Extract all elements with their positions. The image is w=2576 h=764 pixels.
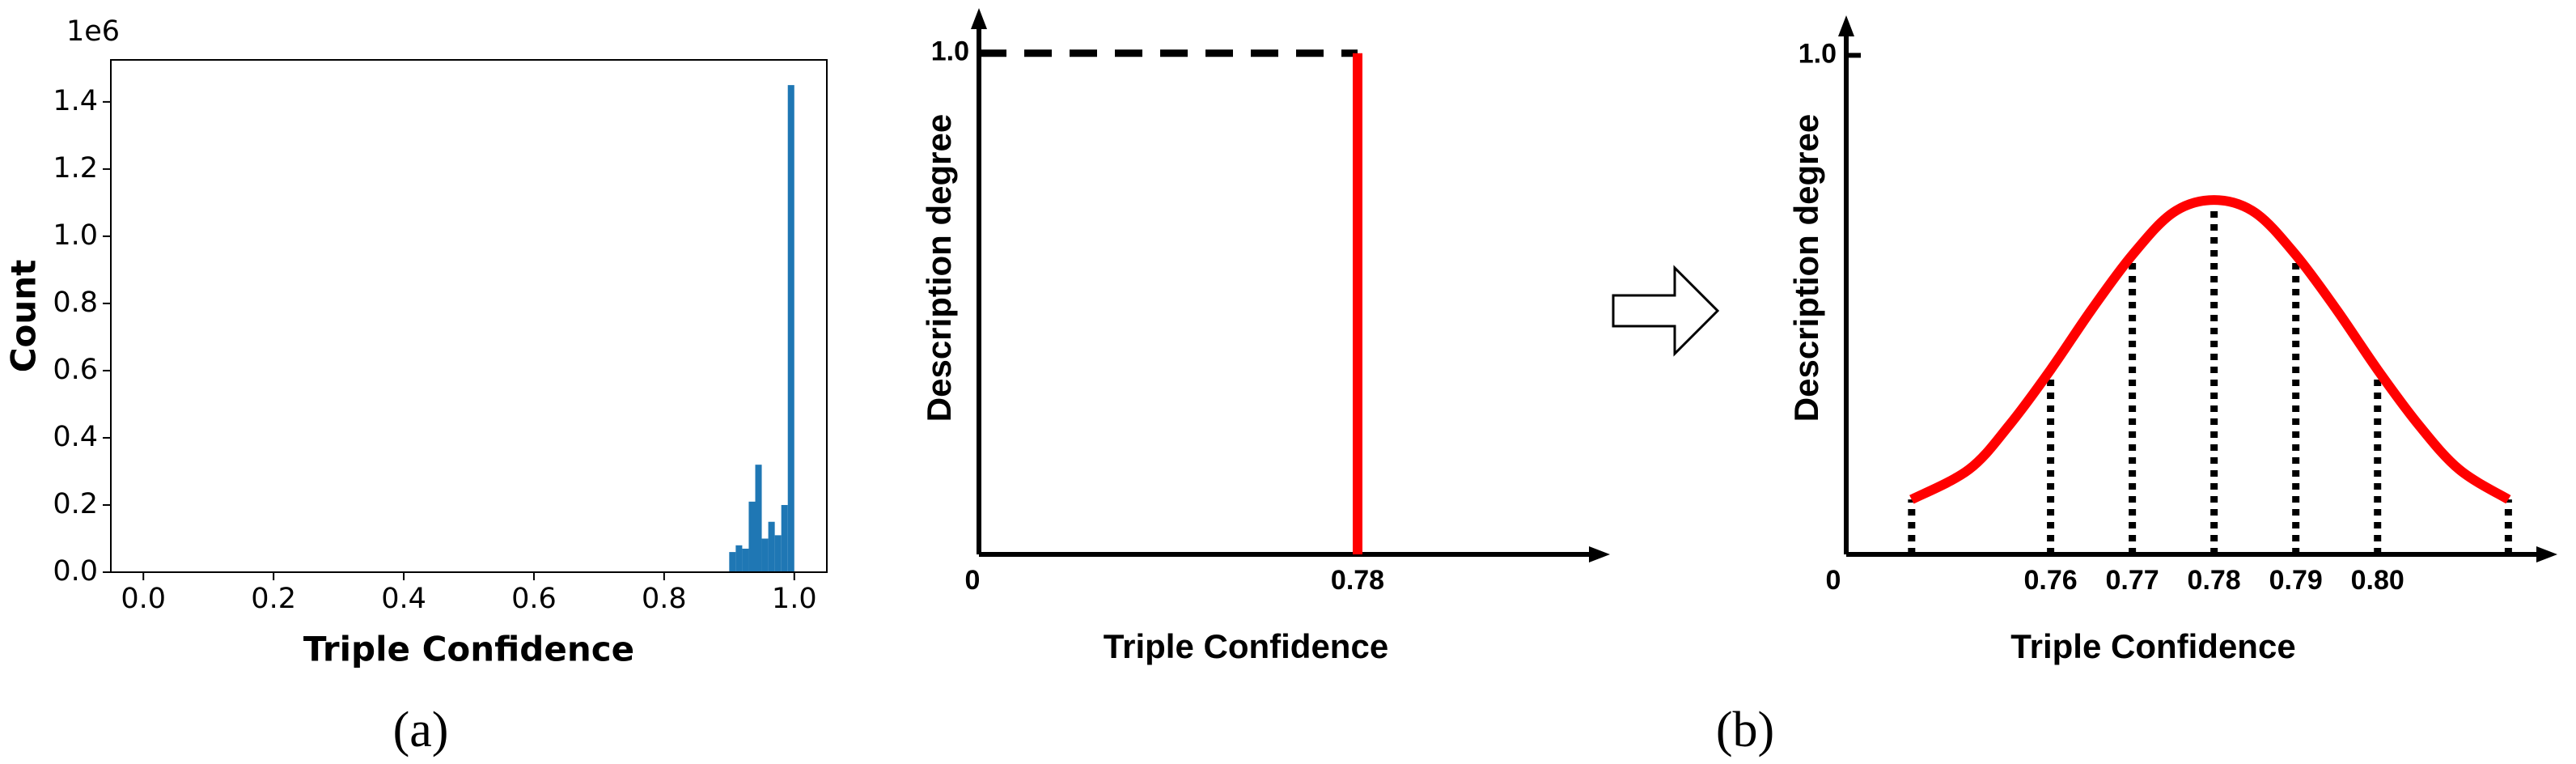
bar: [761, 538, 769, 572]
line: [1909, 195, 2511, 504]
y-tick-label: 1.4: [53, 85, 98, 117]
transition-arrow: [1612, 265, 1720, 357]
y-axis-label: Description degree: [920, 114, 958, 422]
bar: [787, 85, 794, 572]
y-axis-label: Count: [4, 260, 44, 373]
bar: [781, 504, 788, 572]
chart: 0.0 0.2 0.4 0.6 0.8 1.0 0.0 0.2 0.4 0.6 0.8 1.0 1.2 1…: [4, 15, 828, 669]
y-tick-label: 1.0: [53, 219, 98, 252]
x-tick-label: 1.0: [772, 583, 817, 615]
x-tick-label: 0.78: [2188, 565, 2241, 596]
y-offset-label: 1e6: [66, 15, 120, 48]
bar: [748, 501, 756, 572]
x-axis-arrow: [2536, 546, 2557, 562]
y-tick-label: 1.0: [931, 36, 969, 67]
x-axis-label: Triple Confidence: [303, 630, 634, 669]
bar: [735, 545, 743, 572]
y-tick-label: 1.0: [1799, 38, 1837, 69]
caption: (a): [393, 702, 449, 758]
x-axis-label: Triple Confidence: [1104, 627, 1388, 665]
x-tick-label: 0: [965, 565, 981, 596]
y-axis-label: Description degree: [1787, 114, 1825, 422]
y-axis-arrow: [1838, 15, 1854, 36]
x-tick-label: 0.8: [642, 583, 687, 615]
x-tick-label: 0.0: [121, 583, 166, 615]
x-tick-label: 0.6: [511, 583, 557, 615]
x-axis-label: Triple Confidence: [2010, 627, 2295, 665]
bar: [742, 548, 749, 572]
caption: (b): [1716, 702, 1774, 758]
x-tick-label: 0.79: [2269, 565, 2323, 596]
bar: [768, 521, 775, 572]
x-tick-label: 0.4: [381, 583, 426, 615]
origin-label: 0: [1826, 565, 1841, 596]
bar: [755, 465, 762, 572]
x-tick-label: 0.77: [2106, 565, 2159, 596]
y-tick-label: 0.2: [53, 488, 98, 520]
y-tick-label: 0.8: [53, 286, 98, 319]
y-axis-arrow: [971, 8, 987, 29]
y-tick-label: 0.0: [53, 555, 98, 588]
bar: [774, 535, 782, 572]
y-tick-label: 0.6: [53, 354, 98, 386]
x-tick-label: 0.2: [251, 583, 296, 615]
x-tick-label: 0.78: [1331, 565, 1384, 596]
x-tick-label: 0.76: [2023, 565, 2077, 596]
chart: 1.0 0 0.78 Triple Confidence Description deg…: [920, 8, 1610, 665]
bar: [729, 552, 736, 572]
frame: [110, 59, 828, 573]
x-tick-label: 0.80: [2351, 565, 2404, 596]
y-tick-label: 0.4: [53, 421, 98, 453]
x-axis-arrow: [1589, 546, 1610, 562]
chart: 1.0 0.76 0.77 0.78 0.79 0.80 0 Triple Confidenc…: [1787, 15, 2557, 665]
y-tick-label: 1.2: [53, 152, 98, 185]
